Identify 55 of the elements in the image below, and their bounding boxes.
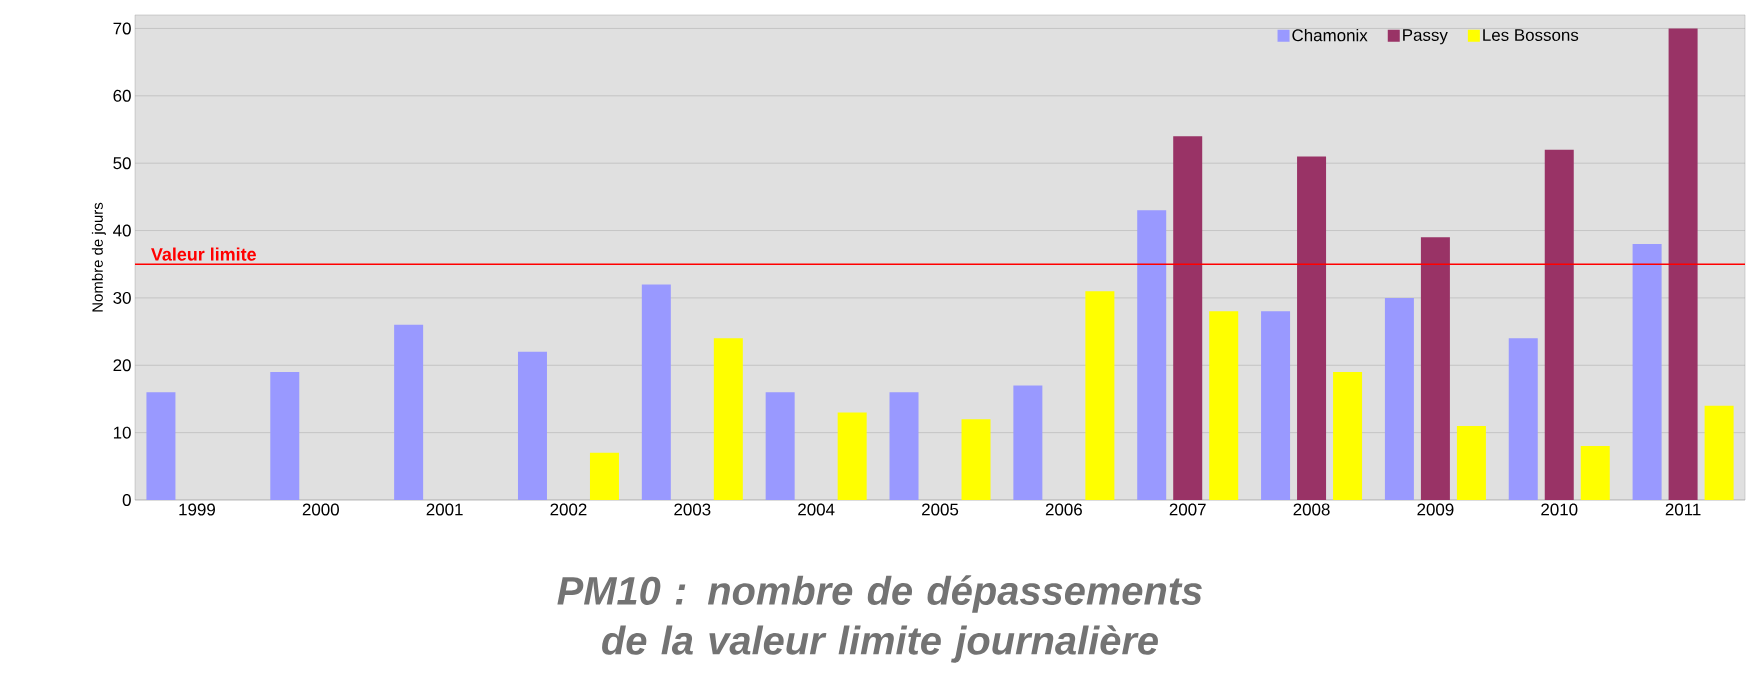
x-tick-label: 2005 bbox=[922, 503, 959, 516]
bar bbox=[889, 392, 919, 500]
x-tick-label: 2009 bbox=[1417, 503, 1454, 516]
bar bbox=[1456, 425, 1486, 500]
x-tick-label: 2011 bbox=[1665, 503, 1701, 516]
bar bbox=[1580, 446, 1610, 500]
bar bbox=[517, 351, 547, 500]
ref-line-label: Valeur limite bbox=[151, 247, 256, 261]
x-tick-label: 2003 bbox=[674, 503, 711, 516]
y-tick-label: 30 bbox=[113, 291, 131, 304]
x-tick-label: 2008 bbox=[1293, 503, 1330, 516]
bar bbox=[1297, 156, 1327, 500]
x-tick-label: 2010 bbox=[1541, 503, 1578, 516]
bar bbox=[270, 372, 300, 500]
bar bbox=[1384, 297, 1414, 500]
x-tick-label: 2007 bbox=[1169, 503, 1206, 516]
bar bbox=[146, 392, 176, 500]
x-tick-label: 1999 bbox=[179, 503, 215, 516]
bar bbox=[1632, 244, 1662, 500]
y-tick-label: 20 bbox=[113, 359, 131, 372]
bar bbox=[394, 324, 424, 500]
bar bbox=[1013, 385, 1043, 500]
bar bbox=[713, 338, 743, 500]
x-tick-label: 2000 bbox=[302, 503, 339, 516]
y-tick-label: 60 bbox=[113, 89, 131, 102]
bar bbox=[837, 412, 867, 500]
y-tick-label: 40 bbox=[113, 224, 131, 237]
bar bbox=[1085, 291, 1115, 500]
bar bbox=[1544, 149, 1574, 500]
bar bbox=[961, 419, 991, 500]
x-tick-label: 2004 bbox=[798, 503, 835, 516]
x-tick-label: 2002 bbox=[550, 503, 587, 516]
bar bbox=[1173, 136, 1203, 500]
y-axis-title: Nombre de jours bbox=[91, 202, 106, 312]
x-tick-label: 2001 bbox=[426, 503, 463, 516]
y-tick-label: 0 bbox=[122, 493, 131, 506]
bar bbox=[1508, 338, 1538, 500]
bar bbox=[765, 392, 795, 500]
bar bbox=[1704, 405, 1734, 500]
bar bbox=[1420, 237, 1450, 500]
legend-label: Passy bbox=[1403, 29, 1448, 45]
bar bbox=[1137, 210, 1167, 500]
bar bbox=[1209, 311, 1239, 500]
bar bbox=[641, 284, 671, 500]
bar bbox=[1668, 28, 1698, 500]
bar bbox=[1261, 311, 1291, 500]
y-tick-label: 10 bbox=[113, 426, 131, 439]
bar bbox=[589, 452, 619, 500]
y-tick-label: 70 bbox=[113, 22, 131, 35]
legend-label: Chamonix bbox=[1292, 28, 1368, 42]
text: PM10 : nombre de dépassements de la valeur limite journalière bbox=[557, 575, 1202, 663]
bar bbox=[1333, 372, 1363, 500]
legend-label: Les Bossons bbox=[1483, 29, 1579, 42]
x-tick-label: 2006 bbox=[1045, 503, 1082, 516]
y-tick-label: 50 bbox=[113, 157, 131, 170]
